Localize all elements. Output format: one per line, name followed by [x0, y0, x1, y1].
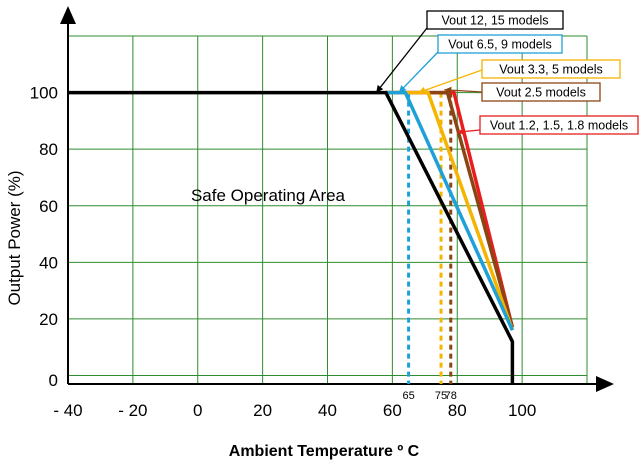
annotation-arrowhead [457, 128, 465, 135]
annotation-arrowhead [376, 84, 384, 93]
x-axis-title: Ambient Temperature º C [229, 443, 420, 460]
marker-label-78: 78 [445, 390, 457, 402]
y-tick-label: 40 [39, 253, 58, 272]
annotation-box [481, 59, 621, 79]
x-tick-label: 40 [318, 401, 337, 420]
series-line [385, 90, 514, 331]
annotation-arrowhead [444, 86, 452, 94]
y-tick-label: 0 [49, 371, 58, 390]
annotation-text: Vout 1.2, 1.5, 1.8 models [490, 119, 628, 133]
annotation-3: Vout 2.5 models [444, 82, 601, 102]
y-tick-label: 60 [39, 197, 58, 216]
annotation-4: Vout 1.2, 1.5, 1.8 models [457, 115, 639, 135]
y-axis-arrow [60, 6, 76, 24]
marker-label-75: 75 [435, 390, 447, 402]
annotation-leader [375, 27, 428, 93]
x-tick-label: - 20 [118, 401, 147, 420]
annotation-text: Vout 3.3, 5 models [499, 63, 603, 77]
safe-operating-area-label: Safe Operating Area [191, 186, 346, 205]
annotation-text: Vout 2.5 models [496, 86, 586, 100]
annotation-text: Vout 12, 15 models [441, 14, 548, 28]
series-lines [68, 90, 515, 384]
tick-labels: - 40 - 20 0 20 40 60 80 100 0 20 40 60 80 100 [30, 84, 537, 420]
annotation-arrowhead [418, 86, 427, 94]
annotation-0: Vout 12, 15 models [375, 10, 564, 93]
x-tick-label: 0 [193, 401, 202, 420]
annotation-box [479, 115, 639, 135]
y-tick-label: 20 [39, 310, 58, 329]
annotation-box [426, 10, 564, 30]
marker-label-65: 65 [402, 390, 414, 402]
x-axis-arrow [596, 376, 614, 392]
x-tick-label: 60 [383, 401, 402, 420]
annotation-leader [418, 69, 483, 94]
series-annotations: Vout 12, 15 models Vout 6.5, 9 models Vout… [375, 10, 639, 135]
x-tick-label: 100 [508, 401, 536, 420]
series-line [68, 90, 515, 384]
annotation-box [437, 34, 563, 54]
y-axis-title: Output Power (%) [5, 170, 24, 305]
annotation-box [481, 82, 601, 102]
x-tick-label: - 40 [53, 401, 82, 420]
annotation-2: Vout 3.3, 5 models [418, 59, 621, 94]
annotation-1: Vout 6.5, 9 models [398, 34, 563, 94]
annotation-arrowhead [398, 85, 407, 93]
x-tick-label: 80 [448, 401, 467, 420]
annotation-text: Vout 6.5, 9 models [448, 38, 552, 52]
annotation-leader [398, 51, 439, 94]
x-tick-label: 20 [253, 401, 272, 420]
y-tick-label: 100 [30, 84, 58, 103]
y-tick-label: 80 [39, 140, 58, 159]
